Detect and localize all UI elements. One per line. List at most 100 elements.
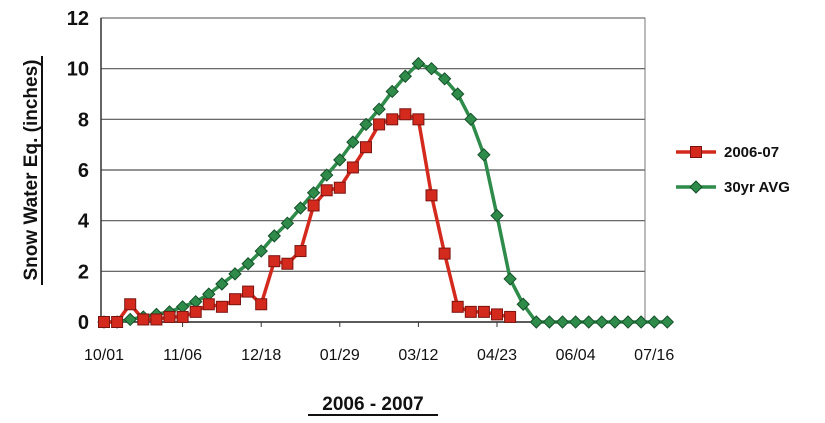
- data-point: [542, 315, 557, 329]
- data-point: [425, 189, 438, 202]
- data-point: [464, 112, 478, 127]
- data-point: [137, 313, 150, 326]
- x-tick-label: 06/04: [556, 347, 596, 364]
- data-point: [450, 87, 465, 101]
- data-point: [215, 277, 229, 291]
- data-point: [386, 113, 399, 126]
- data-point: [516, 297, 530, 311]
- data-point: [333, 153, 347, 167]
- data-point: [634, 315, 648, 329]
- y-tick-label: 10: [67, 59, 89, 81]
- data-point: [254, 244, 268, 258]
- data-point: [412, 113, 425, 126]
- legend-item: 2006-07: [676, 144, 779, 161]
- data-point: [202, 298, 215, 311]
- x-tick-label: 11/06: [163, 347, 202, 364]
- data-point: [451, 300, 464, 313]
- data-point: [504, 310, 517, 323]
- x-tick-label: 04/23: [477, 347, 517, 364]
- data-point: [411, 56, 426, 71]
- data-point: [373, 118, 386, 131]
- data-point: [281, 257, 294, 270]
- y-tick-label: 4: [78, 211, 90, 233]
- legend-marker: [689, 180, 703, 194]
- series-30yr-avg: [97, 56, 675, 329]
- data-point: [255, 298, 268, 311]
- data-point: [189, 305, 202, 318]
- data-point: [123, 312, 137, 327]
- data-point: [360, 141, 372, 154]
- data-point: [660, 315, 675, 329]
- data-point: [398, 69, 413, 83]
- data-point: [647, 315, 661, 329]
- data-point: [424, 61, 439, 76]
- x-tick-label: 10/01: [84, 347, 124, 364]
- legend-label: 30yr AVG: [724, 179, 790, 196]
- y-tick-label: 2: [78, 261, 89, 283]
- series-2006-07: [98, 108, 517, 328]
- x-tick-label: 01/29: [320, 347, 360, 364]
- data-point: [581, 315, 596, 329]
- legend-label: 2006-07: [724, 144, 779, 161]
- data-point: [464, 305, 477, 318]
- data-point: [477, 305, 490, 318]
- x-axis-label: 2006 - 2007: [322, 394, 423, 415]
- data-point: [529, 315, 544, 329]
- data-point: [372, 102, 386, 116]
- data-point: [215, 300, 228, 313]
- y-tick-label: 12: [67, 8, 89, 30]
- data-point: [555, 315, 570, 329]
- data-point: [124, 298, 137, 311]
- data-point: [176, 310, 189, 323]
- x-tick-label: 07/16: [634, 347, 674, 364]
- series-line: [104, 112, 511, 324]
- data-point: [568, 315, 583, 329]
- data-point: [346, 135, 360, 149]
- y-tick-label: 0: [78, 312, 89, 334]
- legend-item: 30yr AVG: [676, 179, 790, 196]
- data-point: [346, 161, 359, 174]
- y-axis-label: Snow Water Eq. (inches): [21, 60, 42, 281]
- data-point: [320, 184, 333, 197]
- x-tick-label: 12/18: [241, 347, 281, 364]
- data-point: [307, 199, 320, 212]
- data-point: [399, 108, 412, 121]
- data-point: [608, 315, 622, 329]
- data-point: [333, 181, 346, 194]
- series-line: [104, 61, 668, 324]
- data-point: [319, 168, 334, 182]
- data-point: [437, 72, 452, 86]
- data-point: [98, 316, 110, 328]
- data-point: [228, 267, 242, 281]
- data-point: [595, 315, 609, 329]
- data-point: [267, 229, 282, 243]
- data-point: [150, 313, 163, 326]
- axis-labels: Snow Water Eq. (inches) 2006 - 2007: [21, 56, 438, 416]
- data-point: [503, 272, 517, 286]
- data-point: [241, 257, 255, 271]
- data-point: [385, 84, 399, 99]
- data-point: [163, 310, 176, 323]
- data-point: [491, 308, 503, 321]
- y-tick-label: 6: [78, 160, 89, 182]
- data-point: [359, 117, 373, 132]
- data-point: [477, 148, 491, 162]
- data-point: [242, 285, 255, 298]
- grid: [101, 17, 645, 323]
- data-point: [306, 186, 321, 200]
- x-tick-label: 03/12: [398, 347, 438, 364]
- data-point: [621, 315, 635, 329]
- legend-marker: [690, 146, 702, 158]
- data-point: [490, 208, 504, 223]
- data-point: [229, 293, 241, 306]
- series-area: [97, 56, 675, 329]
- data-point: [438, 247, 451, 260]
- data-point: [294, 245, 307, 258]
- y-tick-label: 8: [78, 109, 89, 131]
- data-point: [280, 216, 295, 230]
- legend: 2006-07 30yr AVG: [676, 144, 790, 196]
- data-point: [268, 255, 281, 268]
- data-point: [293, 201, 308, 215]
